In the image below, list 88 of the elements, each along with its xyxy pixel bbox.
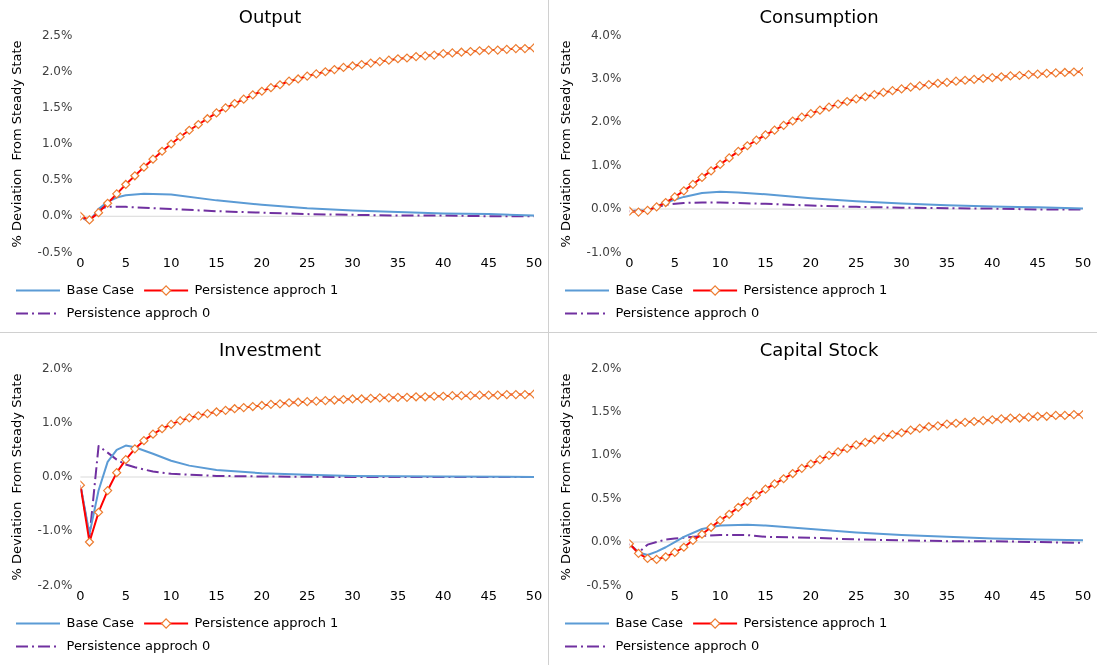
x-tick-label: 0 bbox=[76, 587, 85, 603]
x-tick-label: 50 bbox=[1074, 254, 1092, 270]
legend-label: Persistence approch 0 bbox=[66, 304, 211, 320]
x-tick-label: 20 bbox=[253, 254, 271, 270]
x-tick-label: 35 bbox=[938, 587, 956, 603]
x-tick-label: 5 bbox=[121, 587, 130, 603]
y-tick-label: 2.5% bbox=[41, 27, 73, 42]
x-tick-label: 40 bbox=[984, 587, 1001, 603]
x-tick-label: 10 bbox=[162, 587, 180, 603]
y-axis-title: % Deviation From Steady State bbox=[558, 40, 574, 248]
y-tick-label: 2.0% bbox=[590, 114, 622, 129]
legend-label: Persistence approch 1 bbox=[194, 281, 339, 297]
y-tick-label: 0.0% bbox=[590, 201, 622, 216]
x-tick-label: 5 bbox=[121, 254, 130, 270]
y-tick-label: 0.5% bbox=[41, 172, 73, 187]
x-tick-label: 50 bbox=[525, 254, 543, 270]
x-tick-label: 20 bbox=[802, 587, 820, 603]
x-tick-label: 50 bbox=[1074, 587, 1092, 603]
legend-label: Persistence approch 1 bbox=[194, 614, 339, 630]
x-tick-label: 35 bbox=[389, 254, 407, 270]
x-tick-label: 0 bbox=[625, 587, 634, 603]
x-tick-label: 30 bbox=[893, 254, 910, 270]
x-tick-label: 0 bbox=[625, 254, 634, 270]
x-tick-label: 20 bbox=[802, 254, 820, 270]
y-tick-label: 2.0% bbox=[41, 63, 73, 78]
x-tick-label: 15 bbox=[757, 254, 774, 270]
x-tick-label: 15 bbox=[208, 254, 225, 270]
x-tick-label: 25 bbox=[847, 587, 865, 603]
legend-label: Persistence approch 1 bbox=[743, 281, 888, 297]
legend-label: Base Case bbox=[615, 614, 684, 630]
y-tick-label: 0.5% bbox=[590, 490, 622, 505]
chart-title: Output bbox=[238, 6, 302, 28]
x-tick-label: 45 bbox=[1029, 587, 1046, 603]
y-tick-label: 4.0% bbox=[590, 27, 622, 42]
x-tick-label: 40 bbox=[984, 254, 1001, 270]
y-tick-label: 0.0% bbox=[590, 534, 622, 549]
legend-label: Base Case bbox=[66, 281, 135, 297]
x-tick-label: 10 bbox=[711, 587, 729, 603]
x-tick-label: 30 bbox=[893, 587, 910, 603]
x-tick-label: 40 bbox=[435, 587, 452, 603]
x-tick-label: 40 bbox=[435, 254, 452, 270]
x-tick-label: 0 bbox=[76, 254, 85, 270]
y-tick-label: -0.5% bbox=[37, 244, 73, 259]
x-tick-label: 5 bbox=[670, 587, 679, 603]
y-tick-label: 0.0% bbox=[41, 469, 73, 484]
x-tick-label: 25 bbox=[298, 587, 316, 603]
y-tick-label: 1.0% bbox=[590, 447, 622, 462]
legend-label: Persistence approch 0 bbox=[615, 304, 760, 320]
x-tick-label: 20 bbox=[253, 587, 271, 603]
y-tick-label: 3.0% bbox=[590, 71, 622, 86]
x-tick-label: 15 bbox=[208, 587, 225, 603]
x-tick-label: 10 bbox=[162, 254, 180, 270]
x-tick-label: 25 bbox=[298, 254, 316, 270]
y-axis-title: % Deviation From Steady State bbox=[558, 373, 574, 581]
y-tick-label: 1.0% bbox=[590, 157, 622, 172]
legend-label: Base Case bbox=[615, 281, 684, 297]
x-tick-label: 15 bbox=[757, 587, 774, 603]
y-tick-label: 1.0% bbox=[41, 136, 73, 151]
legend-label: Persistence approch 0 bbox=[66, 637, 211, 653]
y-tick-label: 2.0% bbox=[41, 360, 73, 375]
x-tick-label: 30 bbox=[344, 254, 361, 270]
legend-label: Persistence approch 0 bbox=[615, 637, 760, 653]
y-tick-label: 1.5% bbox=[41, 99, 73, 114]
x-tick-label: 45 bbox=[480, 587, 497, 603]
x-tick-label: 10 bbox=[711, 254, 729, 270]
chart-title: Investment bbox=[219, 339, 321, 361]
x-tick-label: 50 bbox=[525, 587, 543, 603]
y-tick-label: 1.5% bbox=[590, 404, 622, 419]
y-axis-title: % Deviation From Steady State bbox=[9, 373, 25, 581]
legend-label: Persistence approch 1 bbox=[743, 614, 888, 630]
x-tick-label: 45 bbox=[480, 254, 497, 270]
y-tick-label: 0.0% bbox=[41, 208, 73, 223]
chart-title: Consumption bbox=[759, 6, 879, 28]
y-tick-label: 1.0% bbox=[41, 414, 73, 429]
x-tick-label: 35 bbox=[938, 254, 956, 270]
x-tick-label: 35 bbox=[389, 587, 407, 603]
legend-label: Base Case bbox=[66, 614, 135, 630]
y-tick-label: -2.0% bbox=[37, 577, 73, 592]
x-tick-label: 5 bbox=[670, 254, 679, 270]
y-tick-label: 2.0% bbox=[590, 360, 622, 375]
y-tick-label: -1.0% bbox=[37, 523, 73, 538]
y-tick-label: -1.0% bbox=[586, 244, 622, 259]
chart-title: Capital Stock bbox=[759, 339, 879, 361]
y-tick-label: -0.5% bbox=[586, 577, 622, 592]
x-tick-label: 45 bbox=[1029, 254, 1046, 270]
x-tick-label: 30 bbox=[344, 587, 361, 603]
y-axis-title: % Deviation From Steady State bbox=[9, 40, 25, 248]
x-tick-label: 25 bbox=[847, 254, 865, 270]
